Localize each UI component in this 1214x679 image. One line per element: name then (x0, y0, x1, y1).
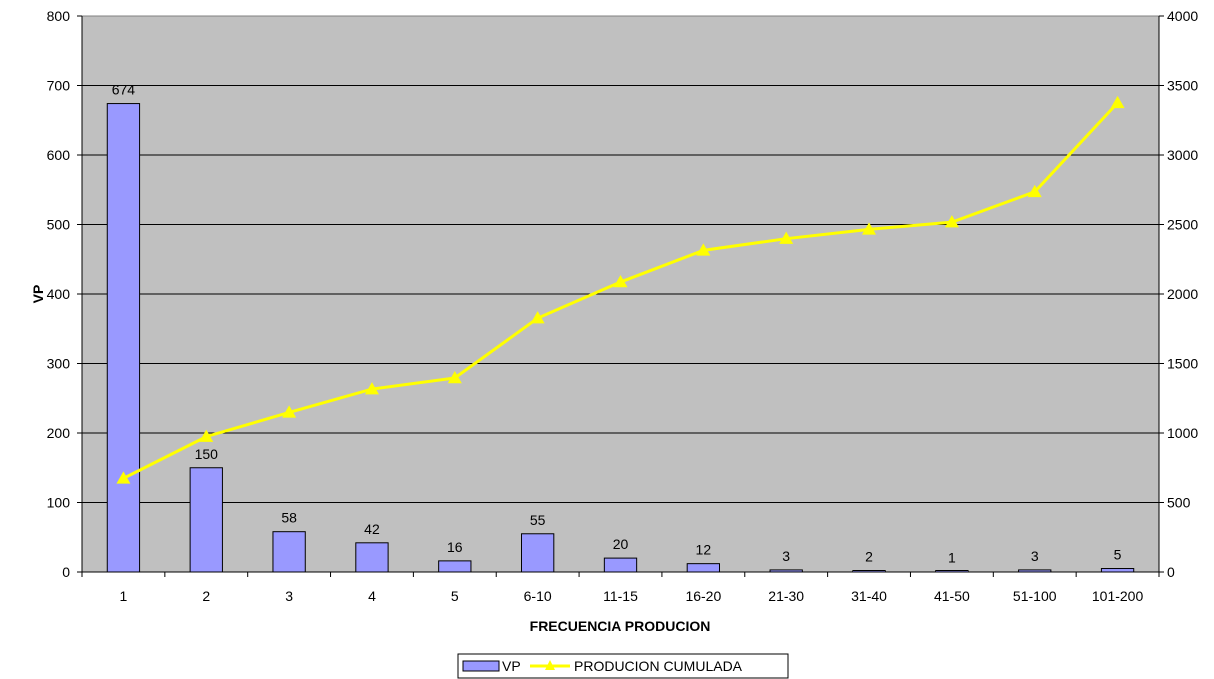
line-marker (613, 275, 628, 288)
y-tick-label: 0 (62, 564, 70, 580)
y2-tick-label: 3000 (1167, 147, 1198, 163)
y-tick-label: 100 (47, 495, 71, 511)
line-series (116, 95, 1125, 484)
y-tick-label: 400 (47, 286, 71, 302)
line-marker (696, 243, 711, 256)
bar-vp (438, 560, 472, 573)
bar-data-label: 55 (530, 512, 546, 528)
y-tick-label: 200 (47, 425, 71, 441)
x-tick-label: 11-15 (603, 588, 638, 604)
bar-data-label: 20 (613, 536, 629, 552)
line-marker (116, 471, 131, 484)
bar-data-label: 42 (364, 521, 380, 537)
legend-label-produccion: PRODUCION CUMULADA (574, 658, 743, 674)
y2-tick-label: 2500 (1167, 217, 1198, 233)
y-tick-label: 700 (47, 78, 71, 94)
bar-vp (686, 563, 721, 573)
bar-vp (272, 531, 306, 573)
y2-tick-label: 500 (1167, 495, 1191, 511)
bar-data-label: 12 (696, 542, 712, 558)
line-marker (1027, 184, 1042, 198)
bar-data-label: 150 (195, 446, 219, 462)
bar-vp (603, 557, 638, 573)
line-marker (779, 231, 794, 244)
x-tick-label: 3 (285, 588, 293, 604)
x-tick-label: 4 (368, 588, 376, 604)
y-tick-label: 300 (47, 356, 71, 372)
legend-label-vp: VP (502, 658, 521, 674)
x-axis-ticks: 1 2 3 4 5 6-10 11-15 16-20 21-30 31-40 41-50 51-100… (81, 572, 1160, 604)
line-marker (364, 382, 379, 395)
line-marker (447, 370, 462, 384)
bar-data-label: 1 (948, 549, 956, 565)
x-axis-title: FRECUENCIA PRODUCION (530, 618, 711, 634)
x-tick-label: 31-40 (851, 588, 887, 604)
y-tick-label: 500 (47, 217, 71, 233)
bar-data-labels: 674 150 58 42 16 55 20 12 3 2 1 3 5 (112, 82, 1122, 566)
legend: VP PRODUCION CUMULADA (457, 653, 789, 679)
x-tick-label: 5 (451, 588, 459, 604)
gridlines (82, 85, 1159, 503)
x-tick-label: 2 (202, 588, 210, 604)
line-marker (1110, 95, 1125, 109)
y-axis-ticks: 0 100 200 300 400 500 600 700 800 (47, 8, 82, 580)
y2-tick-label: 1000 (1167, 425, 1198, 441)
line-marker (862, 222, 877, 235)
bar-vp (1100, 568, 1135, 573)
x-tick-label: 21-30 (768, 588, 804, 604)
bar-data-label: 16 (447, 539, 463, 555)
y2-axis-ticks: 0 500 1000 1500 2000 2500 3000 3500 4000 (1159, 8, 1198, 580)
y-axis-title: VP (30, 285, 46, 304)
x-tick-label: 1 (120, 588, 128, 604)
x-tick-label: 101-200 (1092, 588, 1144, 604)
line-marker (530, 311, 545, 324)
y2-tick-label: 0 (1167, 564, 1175, 580)
line-marker (282, 405, 297, 418)
y2-tick-label: 1500 (1167, 356, 1198, 372)
legend-swatch-vp (462, 660, 500, 672)
x-tick-label: 41-50 (934, 588, 970, 604)
bar-data-label: 2 (865, 549, 873, 565)
y2-tick-label: 2000 (1167, 286, 1198, 302)
bar-vp (520, 533, 555, 573)
y-tick-label: 600 (47, 147, 71, 163)
bar-series (106, 103, 1135, 573)
bar-vp (355, 542, 389, 573)
bar-vp (106, 103, 141, 573)
legend-marker-triangle (545, 660, 555, 670)
bar-data-label: 3 (782, 548, 790, 564)
y2-tick-label: 4000 (1167, 8, 1198, 24)
line-marker (199, 429, 214, 442)
x-tick-label: 16-20 (685, 588, 721, 604)
legend-box (457, 653, 789, 679)
bar-data-label: 674 (112, 82, 136, 98)
bar-data-label: 5 (1114, 547, 1122, 563)
line-marker (944, 215, 959, 228)
bar-data-label: 58 (281, 510, 297, 526)
x-tick-label: 6-10 (524, 588, 552, 604)
bar-vp (189, 467, 223, 573)
bar-data-label: 3 (1031, 548, 1039, 564)
y2-tick-label: 3500 (1167, 78, 1198, 94)
y-tick-label: 800 (47, 8, 71, 24)
x-tick-label: 51-100 (1013, 588, 1057, 604)
